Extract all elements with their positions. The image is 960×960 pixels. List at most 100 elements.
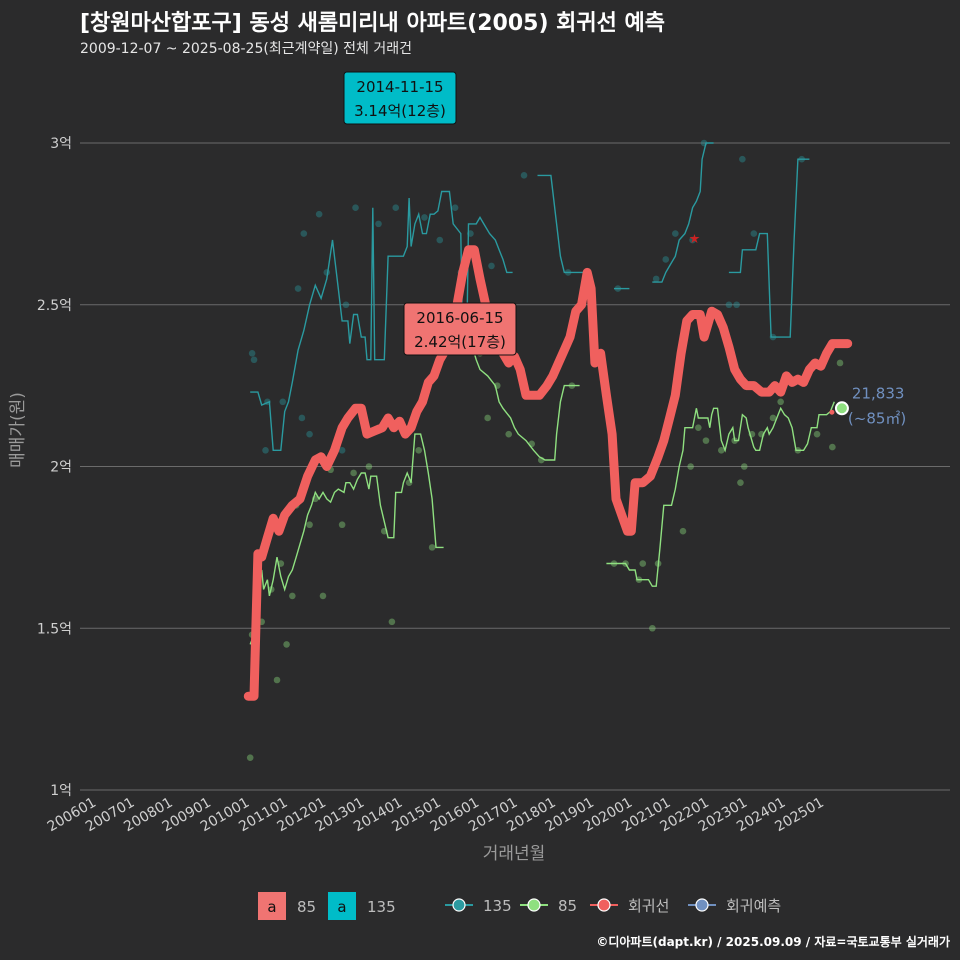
data-point-135 [750,230,758,237]
data-point-85 [428,544,436,551]
forecast-point [834,401,849,416]
data-point-85 [289,592,296,600]
legend-label: 135 [483,897,512,915]
data-point-85 [717,447,725,454]
data-point-135 [262,447,269,454]
data-point-135 [725,301,733,309]
data-point-85 [338,521,346,529]
forecast-marker [829,409,835,415]
data-point-85 [388,618,396,626]
annotation-box-85 [403,302,517,356]
series-line-135 [652,142,714,283]
data-point-135 [520,172,528,179]
annotation-value: 2.42억(17층) [414,333,506,351]
credit-text: ©디아파트(dapt.kr) / 2025.09.09 / 자료=국토교통부 실… [596,935,950,949]
data-point-135 [451,204,459,211]
legend-line-dot [695,898,709,912]
legend-label: 회귀예측 [726,897,781,915]
grid-lines [80,142,950,791]
data-point-85 [687,463,694,470]
data-point-135 [306,430,313,438]
series-line-85 [466,352,580,461]
data-point-85 [415,447,423,454]
data-point-85 [273,676,281,684]
data-point-135 [488,262,495,270]
x-axis-label: 거래년월 [483,844,546,864]
data-point-85 [246,754,254,761]
regression-line [243,245,853,701]
y-tick-label: 2억 [50,460,72,476]
data-point-85 [777,398,784,406]
data-point-85 [769,414,777,422]
data-point-85 [484,414,491,422]
data-point-85 [365,463,373,470]
data-point-85 [350,469,357,477]
legend-key-glyph: a [337,898,346,916]
data-point-135 [662,256,670,263]
y-tick-label: 1억 [50,783,72,799]
forecast-area-label: (~85㎡) [848,409,906,427]
data-point-85 [306,521,313,529]
data-point-135 [352,204,359,211]
data-point-135 [392,204,400,211]
data-point-135 [300,230,308,237]
legend-label: 85 [297,898,316,916]
data-point-85 [319,592,327,600]
data-point-85 [740,463,748,470]
outlier-marker [689,234,700,244]
y-tick-label: 2.5억 [37,298,72,314]
data-point-85 [639,560,647,567]
legend-label: 85 [558,897,577,915]
legend-key-glyph: a [267,898,276,916]
forecast-value-label: 21,833 [852,384,905,402]
series-line-85 [606,401,835,587]
data-point-135 [298,414,306,422]
annotation-date: 2014-11-15 [356,78,443,96]
data-point-85 [505,430,513,438]
legend-key-box [328,892,356,920]
legend-label: 135 [367,898,396,916]
data-point-135 [652,275,660,283]
legend: a 85 a 135 135 85 회귀선 회귀예측 [258,892,781,920]
data-point-135 [739,155,746,163]
annotation-value: 3.14억(12층) [354,102,446,120]
annotations: 2014-11-15 3.14억(12층) 2016-06-15 2.42억(17층)… [343,71,906,427]
data-point-135 [342,301,350,309]
data-point-135 [250,356,258,364]
legend-key-box [258,892,286,920]
y-axis-label: 매매가(원) [8,392,28,468]
annotation-date: 2016-06-15 [416,309,503,327]
legend-line-dot [527,898,541,912]
series-line-135 [250,190,513,451]
data-point-135 [672,230,679,237]
data-point-85 [702,437,710,444]
data-point-135 [248,349,256,357]
data-point-85 [695,424,702,431]
y-axis-ticks: 1억 1.5억 2억 2.5억 3억 [37,136,72,799]
data-point-85 [829,443,836,451]
data-point-135 [421,214,428,221]
data-point-85 [836,359,844,367]
data-point-85 [679,527,687,535]
legend-label: 회귀선 [628,897,669,915]
annotation-box-135 [343,71,457,125]
data-point-85 [649,624,656,632]
series-line-85 [249,433,444,645]
data-point-135 [375,220,382,228]
legend-line-dot [452,898,466,912]
series-line-135 [537,174,592,274]
y-tick-label: 3억 [50,136,72,152]
y-tick-label: 1.5억 [37,621,72,637]
data-point-135 [279,398,287,406]
legend-line-dot [597,898,611,912]
x-axis-ticks: 2006012007012008012009012010012011012012… [45,795,827,836]
data-point-135 [315,210,323,218]
data-point-135 [338,447,346,454]
data-point-85 [283,641,290,648]
data-point-135 [436,236,444,244]
series-line-135 [728,158,810,338]
data-point-135 [733,301,740,309]
data-point-135 [294,285,302,292]
series-lines [243,142,853,701]
